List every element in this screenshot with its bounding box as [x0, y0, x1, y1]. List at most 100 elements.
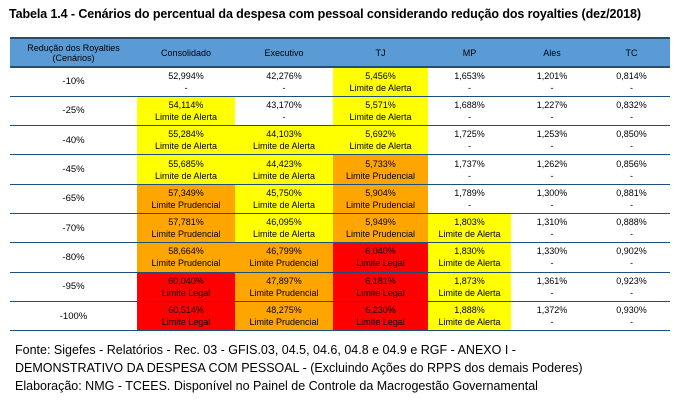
cell-tc: 0,923% -	[593, 272, 670, 302]
cell-status: Limite Prudencial	[151, 229, 221, 240]
cell-consolidado: 58,664% Limite Prudencial	[137, 242, 235, 273]
cell-tj: 6,181% Limite Legal	[333, 272, 428, 302]
cell-status: -	[468, 82, 471, 93]
cell-value: 44,423%	[266, 158, 302, 169]
table-row: -70% 57,781% Limite Prudencial 46,095% Limit…	[10, 213, 670, 244]
cell-value: 55,685%	[168, 158, 204, 169]
cell-value: 57,781%	[168, 217, 204, 228]
cell-status: -	[630, 111, 633, 122]
cell-consolidado: 60,514% Limite Legal	[137, 301, 235, 332]
cell-value: 54,114%	[168, 99, 204, 110]
cell-value: 1,688%	[454, 99, 485, 110]
table-row: -80% 58,664% Limite Prudencial 46,799% Limit…	[10, 242, 670, 273]
cell-tc: 0,888% -	[593, 213, 670, 244]
cell-status: -	[550, 82, 554, 93]
cell-status: Limite de Alerta	[252, 229, 316, 240]
cell-executivo: 48,275% Limite Prudencial	[235, 301, 333, 332]
cell-status: -	[630, 317, 633, 328]
cell-ales: 1,201% -	[511, 67, 593, 97]
row-scenario-label: -95%	[10, 272, 137, 302]
cell-tj: 5,571% Limite de Alerta	[333, 96, 428, 127]
cell-status: Limite de Alerta	[154, 111, 218, 122]
table-row: -10% 52,994% -42,276% -5,456% Limite de Aler…	[10, 67, 670, 97]
cell-status: -	[630, 199, 633, 210]
cell-mp: 1,789% -	[428, 184, 511, 214]
source-note: Fonte: Sigefes - Relatórios - Rec. 03 - …	[15, 341, 583, 395]
cell-status: Limite de Alerta	[438, 287, 501, 298]
cell-ales: 1,361% -	[511, 272, 593, 302]
cell-status: Limite de Alerta	[438, 258, 501, 269]
scenarios-table: Redução dos Royalties (Cenários) Consoli…	[10, 37, 670, 332]
cell-value: 42,276%	[266, 70, 302, 81]
cell-value: 48,275%	[266, 305, 302, 316]
row-scenario-label: -10%	[10, 67, 137, 97]
cell-tc: 0,881% -	[593, 184, 670, 214]
cell-ales: 1,310% -	[511, 213, 593, 244]
cell-value: 6,181%	[365, 275, 396, 286]
cell-status: Limite de Alerta	[438, 229, 501, 240]
cell-consolidado: 54,114% Limite de Alerta	[137, 96, 235, 127]
cell-ales: 1,330% -	[511, 242, 593, 273]
cell-ales: 1,227% -	[511, 96, 593, 127]
cell-status: Limite Legal	[161, 287, 211, 298]
table-title: Tabela 1.4 - Cenários do percentual da d…	[9, 7, 641, 21]
cell-value: 46,799%	[266, 246, 302, 257]
cell-value: 0,814%	[616, 70, 647, 81]
cell-status: Limite de Alerta	[349, 111, 412, 122]
cell-status: -	[550, 141, 554, 152]
cell-value: 1,253%	[536, 129, 568, 140]
cell-value: 1,803%	[454, 217, 485, 228]
table-row: -65% 57,349% Limite Prudencial 45,750% Limit…	[10, 184, 670, 214]
cell-value: 0,856%	[616, 158, 647, 169]
cell-status: Limite Prudencial	[345, 170, 416, 181]
cell-status: Limite Prudencial	[249, 258, 319, 269]
cell-value: 0,832%	[616, 99, 647, 110]
cell-ales: 1,372% -	[511, 301, 593, 332]
cell-executivo: 46,095% Limite de Alerta	[235, 213, 333, 244]
cell-value: 0,902%	[616, 246, 647, 257]
cell-status: -	[550, 287, 554, 298]
header-executivo: Executivo	[235, 37, 333, 68]
cell-value: 46,095%	[266, 217, 302, 228]
cell-consolidado: 57,781% Limite Prudencial	[137, 213, 235, 244]
header-cenarios: Redução dos Royalties (Cenários)	[10, 37, 137, 68]
cell-tc: 0,850% -	[593, 125, 670, 156]
cell-value: 1,873%	[454, 275, 485, 286]
header-tc: TC	[593, 37, 670, 68]
cell-value: 60,040%	[168, 275, 204, 286]
cell-status: -	[468, 111, 471, 122]
cell-value: 1,201%	[536, 70, 568, 81]
cell-status: -	[550, 258, 554, 269]
cell-consolidado: 57,349% Limite Prudencial	[137, 184, 235, 214]
cell-status: Limite Prudencial	[151, 258, 221, 269]
cell-status: -	[550, 111, 554, 122]
table-row: -95% 60,040% Limite Legal 47,897% Limite Pru…	[10, 272, 670, 302]
cell-mp: 1,737% -	[428, 154, 511, 185]
cell-status: -	[184, 82, 188, 93]
cell-status: Limite de Alerta	[154, 141, 218, 152]
cell-status: -	[282, 111, 286, 122]
cell-mp: 1,888% Limite de Alerta	[428, 301, 511, 332]
row-scenario-label: -100%	[10, 301, 137, 332]
header-ales: Ales	[511, 37, 593, 68]
cell-tc: 0,814% -	[593, 67, 670, 97]
cell-value: 1,789%	[454, 187, 485, 198]
cell-status: Limite Prudencial	[151, 199, 221, 210]
row-scenario-label: -40%	[10, 125, 137, 156]
cell-value: 1,888%	[454, 305, 485, 316]
cell-value: 6,230%	[365, 305, 396, 316]
cell-value: 5,571%	[365, 99, 396, 110]
cell-value: 1,227%	[536, 99, 568, 110]
cell-value: 52,994%	[168, 70, 204, 81]
cell-ales: 1,300% -	[511, 184, 593, 214]
cell-status: -	[550, 170, 554, 181]
cell-status: Limite de Alerta	[349, 141, 412, 152]
cell-tc: 0,930% -	[593, 301, 670, 332]
cell-value: 57,349%	[168, 187, 204, 198]
cell-tj: 6,230% Limite Legal	[333, 301, 428, 332]
cell-value: 6,040%	[365, 246, 396, 257]
cell-tj: 5,949% Limite Prudencial	[333, 213, 428, 244]
cell-value: 1,725%	[454, 129, 485, 140]
cell-tj: 5,692% Limite de Alerta	[333, 125, 428, 156]
cell-value: 1,653%	[454, 70, 485, 81]
